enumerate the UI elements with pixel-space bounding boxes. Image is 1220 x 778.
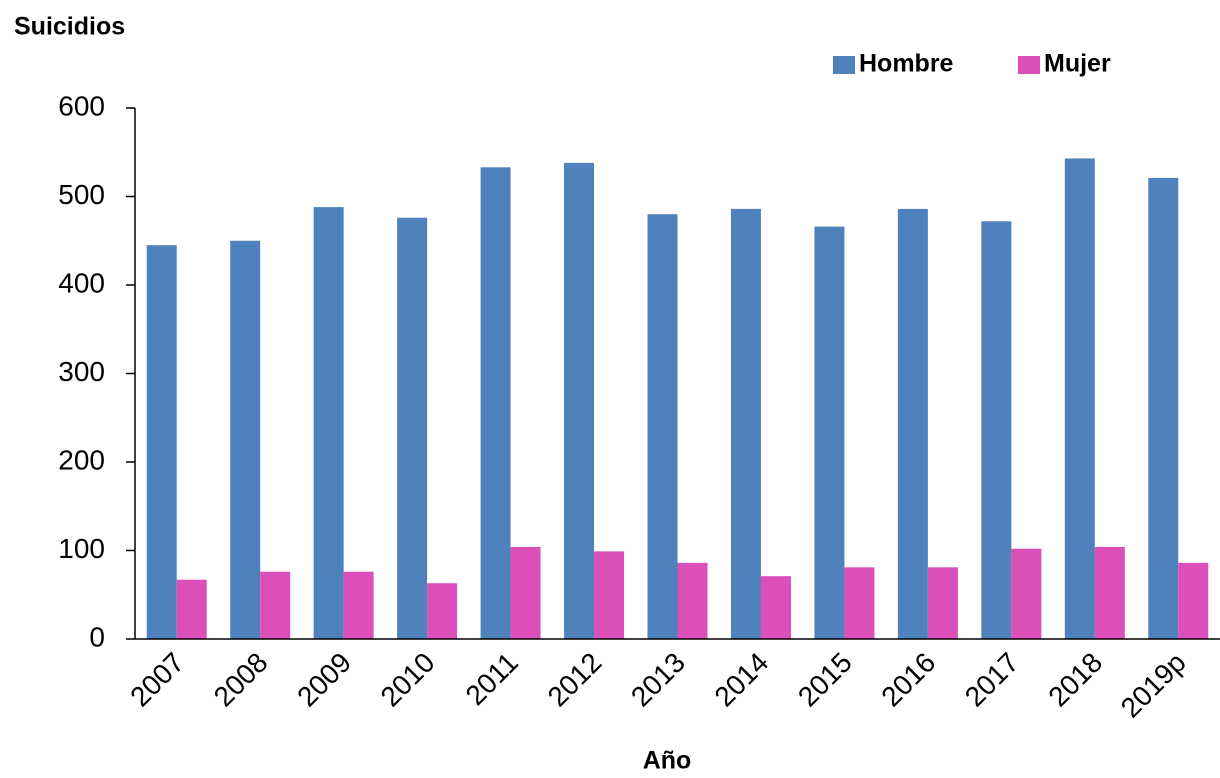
bar — [427, 583, 458, 639]
x-tick-label: 2015 — [792, 647, 858, 713]
x-tick-label: 2009 — [291, 647, 357, 713]
bar — [594, 551, 625, 639]
bar — [397, 217, 428, 640]
x-tick-label: 2017 — [959, 647, 1025, 713]
bar — [230, 240, 261, 639]
bar — [260, 571, 291, 639]
y-tick-label: 400 — [58, 267, 105, 298]
bar — [480, 167, 511, 640]
bar — [981, 221, 1012, 639]
x-tick-label: 2012 — [542, 647, 608, 713]
x-tick-label: 2011 — [460, 647, 525, 712]
x-tick-label: 2014 — [708, 647, 774, 713]
bar — [927, 567, 958, 639]
y-tick-label: 600 — [58, 90, 105, 121]
legend-label: Mujer — [1044, 50, 1111, 78]
x-tick-label: 2018 — [1042, 647, 1108, 713]
y-tick-label: 500 — [58, 179, 105, 210]
x-tick-label: 2019p — [1115, 647, 1192, 724]
y-tick-label: 200 — [58, 444, 105, 475]
x-axis-title: Año — [643, 747, 692, 775]
x-tick-label: 2007 — [124, 647, 190, 713]
x-tick-label: 2013 — [625, 647, 691, 713]
legend-swatch — [833, 56, 855, 74]
y-tick-label: 0 — [89, 621, 105, 652]
bar — [510, 546, 541, 639]
bar — [844, 567, 875, 639]
legend-label: Hombre — [859, 50, 954, 78]
legend-swatch — [1018, 56, 1040, 74]
bar — [343, 571, 374, 639]
bar — [647, 214, 678, 639]
bar — [1094, 546, 1125, 639]
bar — [313, 207, 344, 639]
y-tick-label: 300 — [58, 356, 105, 387]
bar — [1011, 548, 1042, 639]
bar — [1148, 177, 1179, 640]
chart-title: Suicidios — [14, 13, 125, 41]
bar — [1178, 562, 1209, 639]
bar — [897, 208, 928, 639]
bar — [814, 226, 845, 639]
bar — [146, 245, 177, 640]
bar — [176, 579, 207, 639]
y-tick-label: 100 — [58, 533, 105, 564]
bar — [760, 576, 791, 639]
bar — [564, 162, 595, 639]
bar — [1064, 158, 1095, 639]
bar — [730, 208, 761, 639]
bar — [677, 562, 708, 639]
x-tick-label: 2010 — [375, 647, 441, 713]
x-tick-label: 2008 — [208, 647, 274, 713]
x-tick-label: 2016 — [875, 647, 941, 713]
